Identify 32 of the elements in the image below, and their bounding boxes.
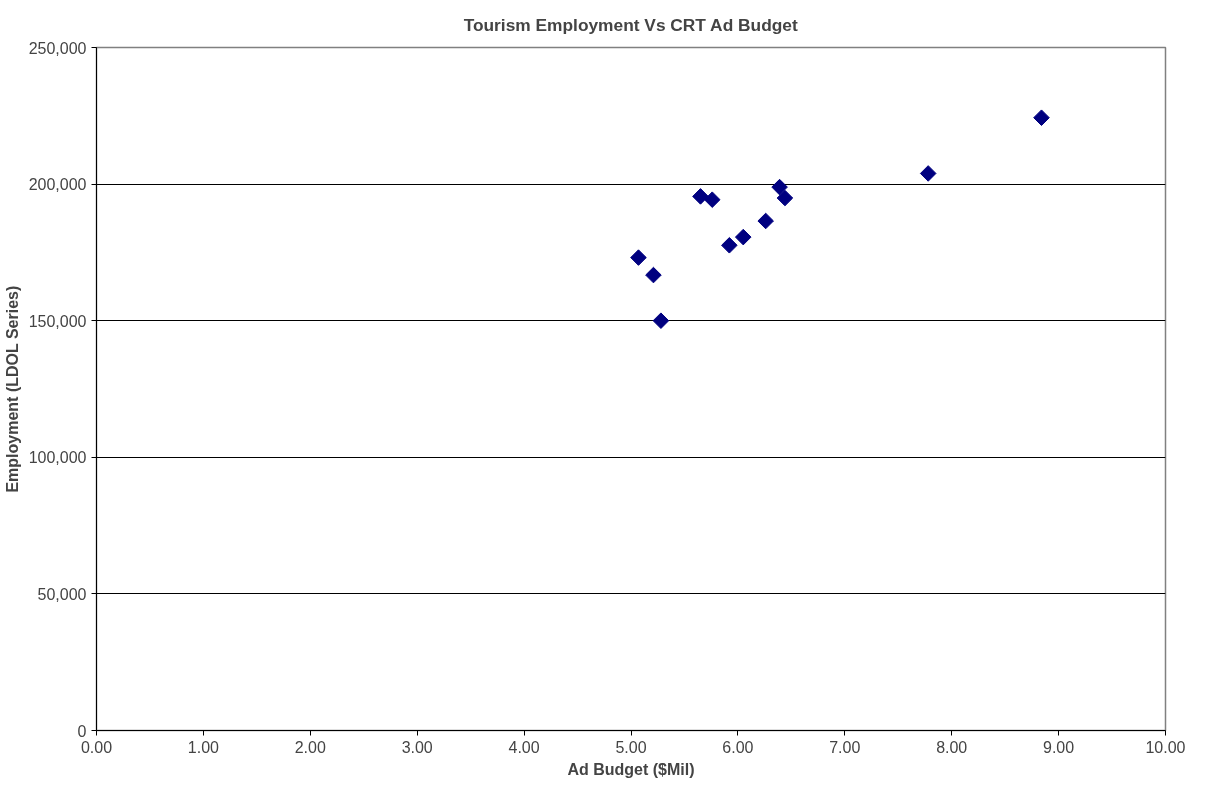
x-tick-label: 9.00 <box>1043 738 1075 756</box>
chart-title: Tourism Employment Vs CRT Ad Budget <box>463 15 798 35</box>
point <box>771 178 788 196</box>
x-tick-label: 6.00 <box>722 738 754 756</box>
point <box>652 312 670 329</box>
x-tick-label: 2.00 <box>294 738 326 756</box>
point <box>776 189 794 207</box>
point <box>703 191 721 208</box>
point <box>757 212 774 230</box>
x-tick-label: 1.00 <box>187 738 220 756</box>
x-tick-label: 7.00 <box>829 738 861 756</box>
point <box>721 237 738 254</box>
x-tick-label: 0.00 <box>80 738 113 756</box>
point <box>645 266 662 284</box>
point <box>630 249 647 266</box>
x-tick-label: 5.00 <box>615 738 647 756</box>
x-axis-title: Ad Budget ($Mil) <box>567 760 695 778</box>
x-tick-label: 8.00 <box>936 738 968 756</box>
y-tick-label: 100,000 <box>28 449 87 467</box>
point <box>692 188 709 205</box>
y-tick-label: 0 <box>77 722 87 740</box>
y-tick-label: 200,000 <box>28 176 87 194</box>
y-tick-label: 50,000 <box>37 585 87 603</box>
point <box>1033 109 1050 126</box>
x-tick-label: 4.00 <box>508 738 540 756</box>
x-tick-label: 10.00 <box>1145 738 1186 756</box>
point <box>919 165 937 182</box>
y-tick-label: 250,000 <box>28 39 87 57</box>
y-tick-label: 150,000 <box>28 312 87 330</box>
point <box>734 228 752 246</box>
y-axis-title: Employment (LDOL Series) <box>3 285 21 493</box>
x-tick-label: 3.00 <box>401 738 433 756</box>
